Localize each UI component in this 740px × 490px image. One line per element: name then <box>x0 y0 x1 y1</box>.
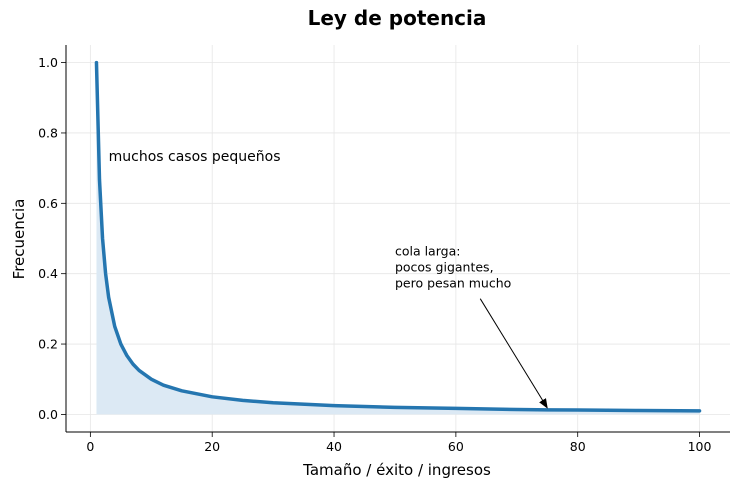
chart-title: Ley de potencia <box>308 6 487 30</box>
y-tick-label: 0.8 <box>38 125 58 140</box>
annotation-long-tail-line-2: pocos gigantes, <box>395 260 494 275</box>
y-tick-label: 0.2 <box>38 337 58 352</box>
axes <box>65 45 730 433</box>
x-tick-label: 100 <box>688 439 712 454</box>
x-tick-label: 80 <box>570 439 586 454</box>
grid <box>66 45 730 432</box>
annotation-arrow <box>479 298 548 409</box>
area-fill <box>96 62 700 415</box>
x-axis-label: Tamaño / éxito / ingresos <box>302 461 491 479</box>
x-tick-label: 60 <box>448 439 464 454</box>
x-tick-label: 0 <box>86 439 94 454</box>
y-tick-label: 1.0 <box>38 55 58 70</box>
annotation-small-cases: muchos casos pequeños <box>109 149 281 165</box>
annotation-long-tail: cola larga: pocos gigantes, pero pesan m… <box>395 244 511 291</box>
annotation-long-tail-line-1: cola larga: <box>395 244 461 259</box>
y-tick-label: 0.4 <box>38 266 58 281</box>
annotation-long-tail-line-3: pero pesan mucho <box>395 276 511 291</box>
y-tick-label: 0.0 <box>38 407 58 422</box>
ticks: 0 20 40 60 80 100 0.0 0.2 0.4 0.6 0.8 1.0 <box>38 55 711 454</box>
x-tick-label: 20 <box>204 439 220 454</box>
y-tick-label: 0.6 <box>38 196 58 211</box>
series-line <box>94 60 702 413</box>
x-tick-label: 40 <box>326 439 342 454</box>
y-axis-label: Frecuencia <box>10 199 28 280</box>
